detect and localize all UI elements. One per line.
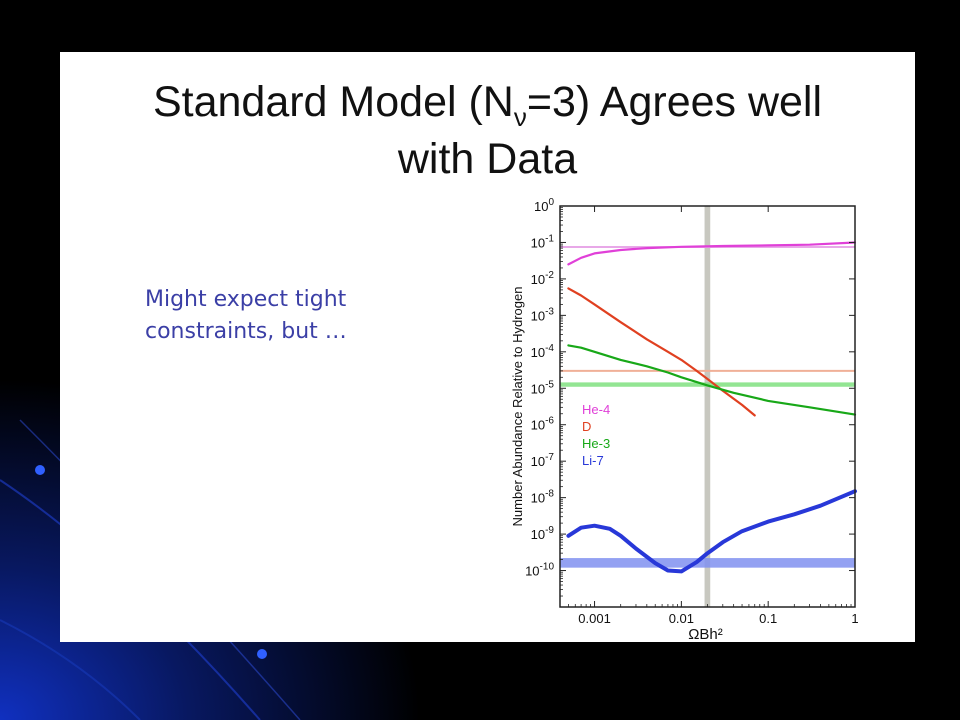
y-tick-label-base: 10 [531,308,545,323]
x-tick-label: 0.001 [578,611,611,626]
y-tick-label-exponent: -7 [545,452,554,463]
series-line-he-4 [567,241,857,266]
y-tick-label-exponent: -3 [545,306,554,317]
title-subscript: ν [513,102,527,132]
slide: Standard Model (Nν=3) Agrees well with D… [60,52,915,642]
bullet-line-1: Might expect tight [145,287,347,312]
series-line-d [567,287,756,417]
x-axis-label: ΩBh² [688,626,723,642]
y-tick-label-exponent: -1 [545,233,554,244]
y-tick-label: 100 [534,197,554,214]
x-tick-label: 0.01 [669,611,694,626]
y-tick-label-exponent: -8 [545,489,554,500]
y-tick-label-exponent: -5 [545,379,554,390]
y-tick-label-exponent: -6 [545,416,554,427]
y-tick-label-base: 10 [531,381,545,396]
y-tick-label: 10-4 [531,343,555,360]
y-tick-label-exponent: -2 [545,270,554,281]
y-tick-label: 10-9 [531,525,555,542]
bullet-text: Might expect tight constraints, but … [145,284,475,348]
y-tick-label-base: 10 [531,491,545,506]
y-tick-label: 10-10 [525,562,554,579]
y-tick-label-base: 10 [531,235,545,250]
legend-entry-he-4: He-4 [582,402,610,417]
y-tick-label: 10-5 [531,379,555,396]
y-tick-label: 10-6 [531,416,555,433]
legend-entry-he-3: He-3 [582,436,610,451]
title-line-1: Standard Model (Nν=3) Agrees well [60,76,915,133]
series-line-he-3 [567,344,857,416]
slide-title: Standard Model (Nν=3) Agrees well with D… [60,76,915,185]
y-tick-label-base: 10 [534,199,548,214]
legend-entry-li-7: Li-7 [582,453,604,468]
y-axis-label: Number Abundance Relative to Hydrogen [510,287,525,527]
bullet-line-2: constraints, but … [145,319,347,344]
y-tick-label-base: 10 [531,454,545,469]
x-tick-label: 1 [851,611,858,626]
y-tick-label: 10-1 [531,233,555,250]
y-tick-label-base: 10 [531,418,545,433]
y-tick-label-base: 10 [531,345,545,360]
title-part-1: Standard Model (N [152,78,514,126]
title-part-2: =3) Agrees well [526,78,823,126]
abundance-chart: 10010-110-210-310-410-510-610-710-810-91… [510,197,859,642]
y-tick-label-exponent: -4 [545,343,554,354]
y-tick-label-base: 10 [531,527,545,542]
series-line-li-7 [566,489,857,574]
vertical-band [704,206,711,607]
y-tick-label-base: 10 [531,272,545,287]
y-tick-label: 10-3 [531,306,555,323]
y-tick-label: 10-2 [531,270,555,287]
x-tick-label: 0.1 [759,611,777,626]
title-line-2: with Data [397,135,578,183]
y-tick-label: 10-8 [531,489,555,506]
obs-band-li-7 [560,558,855,568]
legend-entry-d: D [582,419,591,434]
y-tick-label: 10-7 [531,452,555,469]
y-tick-label-exponent: 0 [548,197,554,208]
y-tick-label-exponent: -9 [545,525,554,536]
y-tick-label-base: 10 [525,564,539,579]
y-tick-label-exponent: -10 [540,562,555,573]
